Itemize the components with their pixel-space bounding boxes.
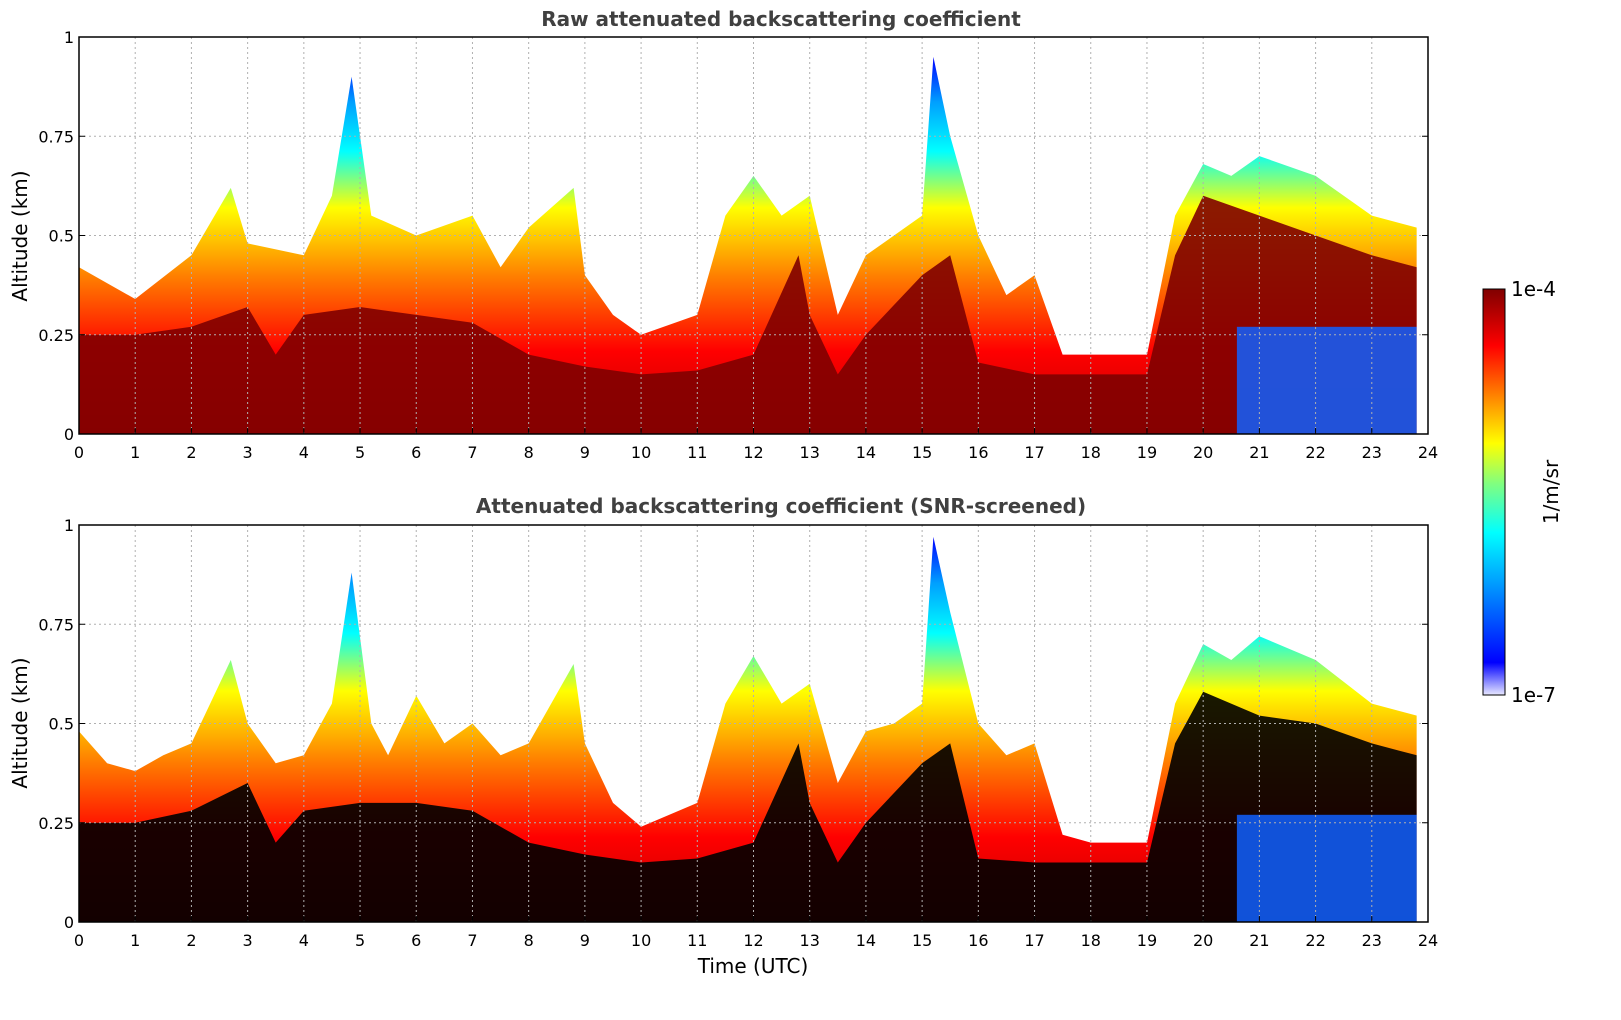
x-tick-label: 8 <box>524 443 534 462</box>
x-tick-label: 3 <box>243 931 253 950</box>
chart-title: Attenuated backscattering coefficient (S… <box>476 494 1086 518</box>
x-tick-label: 3 <box>243 443 253 462</box>
x-tick-label: 21 <box>1249 443 1269 462</box>
y-tick-label: 1 <box>64 516 74 535</box>
heatmap-area: 0 1 2 3 4 5 6 7 8 9 10 11 12 13 14 15 16 17 18 19 20 21 22 23 24… <box>38 28 1438 462</box>
x-tick-label: 23 <box>1362 931 1382 950</box>
x-tick-label: 19 <box>1137 931 1157 950</box>
x-tick-label: 7 <box>467 931 477 950</box>
x-tick-label: 15 <box>912 443 932 462</box>
x-tick-label: 0 <box>74 443 84 462</box>
x-tick-label: 24 <box>1418 443 1438 462</box>
colorbar-max-label: 1e-4 <box>1511 277 1556 301</box>
x-tick-label: 19 <box>1137 443 1157 462</box>
x-tick-label: 21 <box>1249 931 1269 950</box>
x-tick-label: 4 <box>299 931 309 950</box>
colorbar-min-label: 1e-7 <box>1511 683 1556 707</box>
x-tick-label: 16 <box>968 931 988 950</box>
x-tick-label: 5 <box>355 931 365 950</box>
heatmap-area: 0 1 2 3 4 5 6 7 8 9 10 11 12 13 14 15 16 17 18 19 20 21 22 23 24… <box>38 516 1438 950</box>
x-tick-label: 8 <box>524 931 534 950</box>
x-tick-label: 13 <box>800 931 820 950</box>
y-tick-label: 1 <box>64 28 74 47</box>
y-tick-label: 0 <box>64 425 74 444</box>
x-tick-label: 1 <box>130 443 140 462</box>
x-tick-label: 12 <box>743 931 763 950</box>
y-tick-label: 0 <box>64 913 74 932</box>
x-tick-label: 2 <box>186 931 196 950</box>
x-tick-label: 1 <box>130 931 140 950</box>
x-tick-label: 9 <box>580 931 590 950</box>
x-tick-label: 22 <box>1305 931 1325 950</box>
y-tick-label: 0.25 <box>38 326 74 345</box>
low-backscatter-region <box>1236 814 1417 922</box>
colorbar: 1e-4 1e-7 1/m/sr <box>1482 277 1563 707</box>
x-tick-label: 11 <box>687 931 707 950</box>
x-tick-label: 18 <box>1081 931 1101 950</box>
snr-screened-backscatter-panel: Attenuated backscattering coefficient (S… <box>8 494 1438 978</box>
x-tick-label: 20 <box>1193 931 1213 950</box>
x-tick-label: 11 <box>687 443 707 462</box>
x-tick-label: 0 <box>74 931 84 950</box>
low-backscatter-region <box>1236 326 1417 434</box>
x-tick-label: 12 <box>743 443 763 462</box>
x-axis-label: Time (UTC) <box>697 954 809 978</box>
y-tick-label: 0.5 <box>49 715 74 734</box>
x-tick-label: 7 <box>467 443 477 462</box>
y-axis-label: Altitude (km) <box>8 657 32 788</box>
x-tick-label: 14 <box>856 931 876 950</box>
y-tick-label: 0.75 <box>38 127 74 146</box>
x-tick-label: 14 <box>856 443 876 462</box>
x-tick-label: 15 <box>912 931 932 950</box>
y-tick-label: 0.75 <box>38 615 74 634</box>
x-tick-label: 10 <box>631 931 651 950</box>
x-tick-label: 10 <box>631 443 651 462</box>
x-tick-label: 16 <box>968 443 988 462</box>
y-tick-label: 0.5 <box>49 227 74 246</box>
x-tick-label: 6 <box>411 443 421 462</box>
x-tick-label: 13 <box>800 443 820 462</box>
dense-backscatter-layer <box>79 195 1417 434</box>
colorbar-unit-label: 1/m/sr <box>1539 459 1563 524</box>
x-tick-label: 22 <box>1305 443 1325 462</box>
x-tick-label: 9 <box>580 443 590 462</box>
x-tick-label: 2 <box>186 443 196 462</box>
chart-title: Raw attenuated backscattering coefficien… <box>541 7 1021 31</box>
y-axis-label: Altitude (km) <box>8 170 32 301</box>
dense-backscatter-layer <box>79 691 1417 922</box>
x-tick-label: 4 <box>299 443 309 462</box>
x-tick-label: 18 <box>1081 443 1101 462</box>
x-tick-label: 20 <box>1193 443 1213 462</box>
colorbar-gradient <box>1482 288 1506 696</box>
x-tick-label: 17 <box>1024 931 1044 950</box>
x-tick-label: 24 <box>1418 931 1438 950</box>
raw-backscatter-panel: Raw attenuated backscattering coefficien… <box>8 7 1438 462</box>
y-tick-label: 0.25 <box>38 814 74 833</box>
x-tick-label: 5 <box>355 443 365 462</box>
x-tick-label: 23 <box>1362 443 1382 462</box>
x-tick-label: 17 <box>1024 443 1044 462</box>
x-tick-label: 6 <box>411 931 421 950</box>
